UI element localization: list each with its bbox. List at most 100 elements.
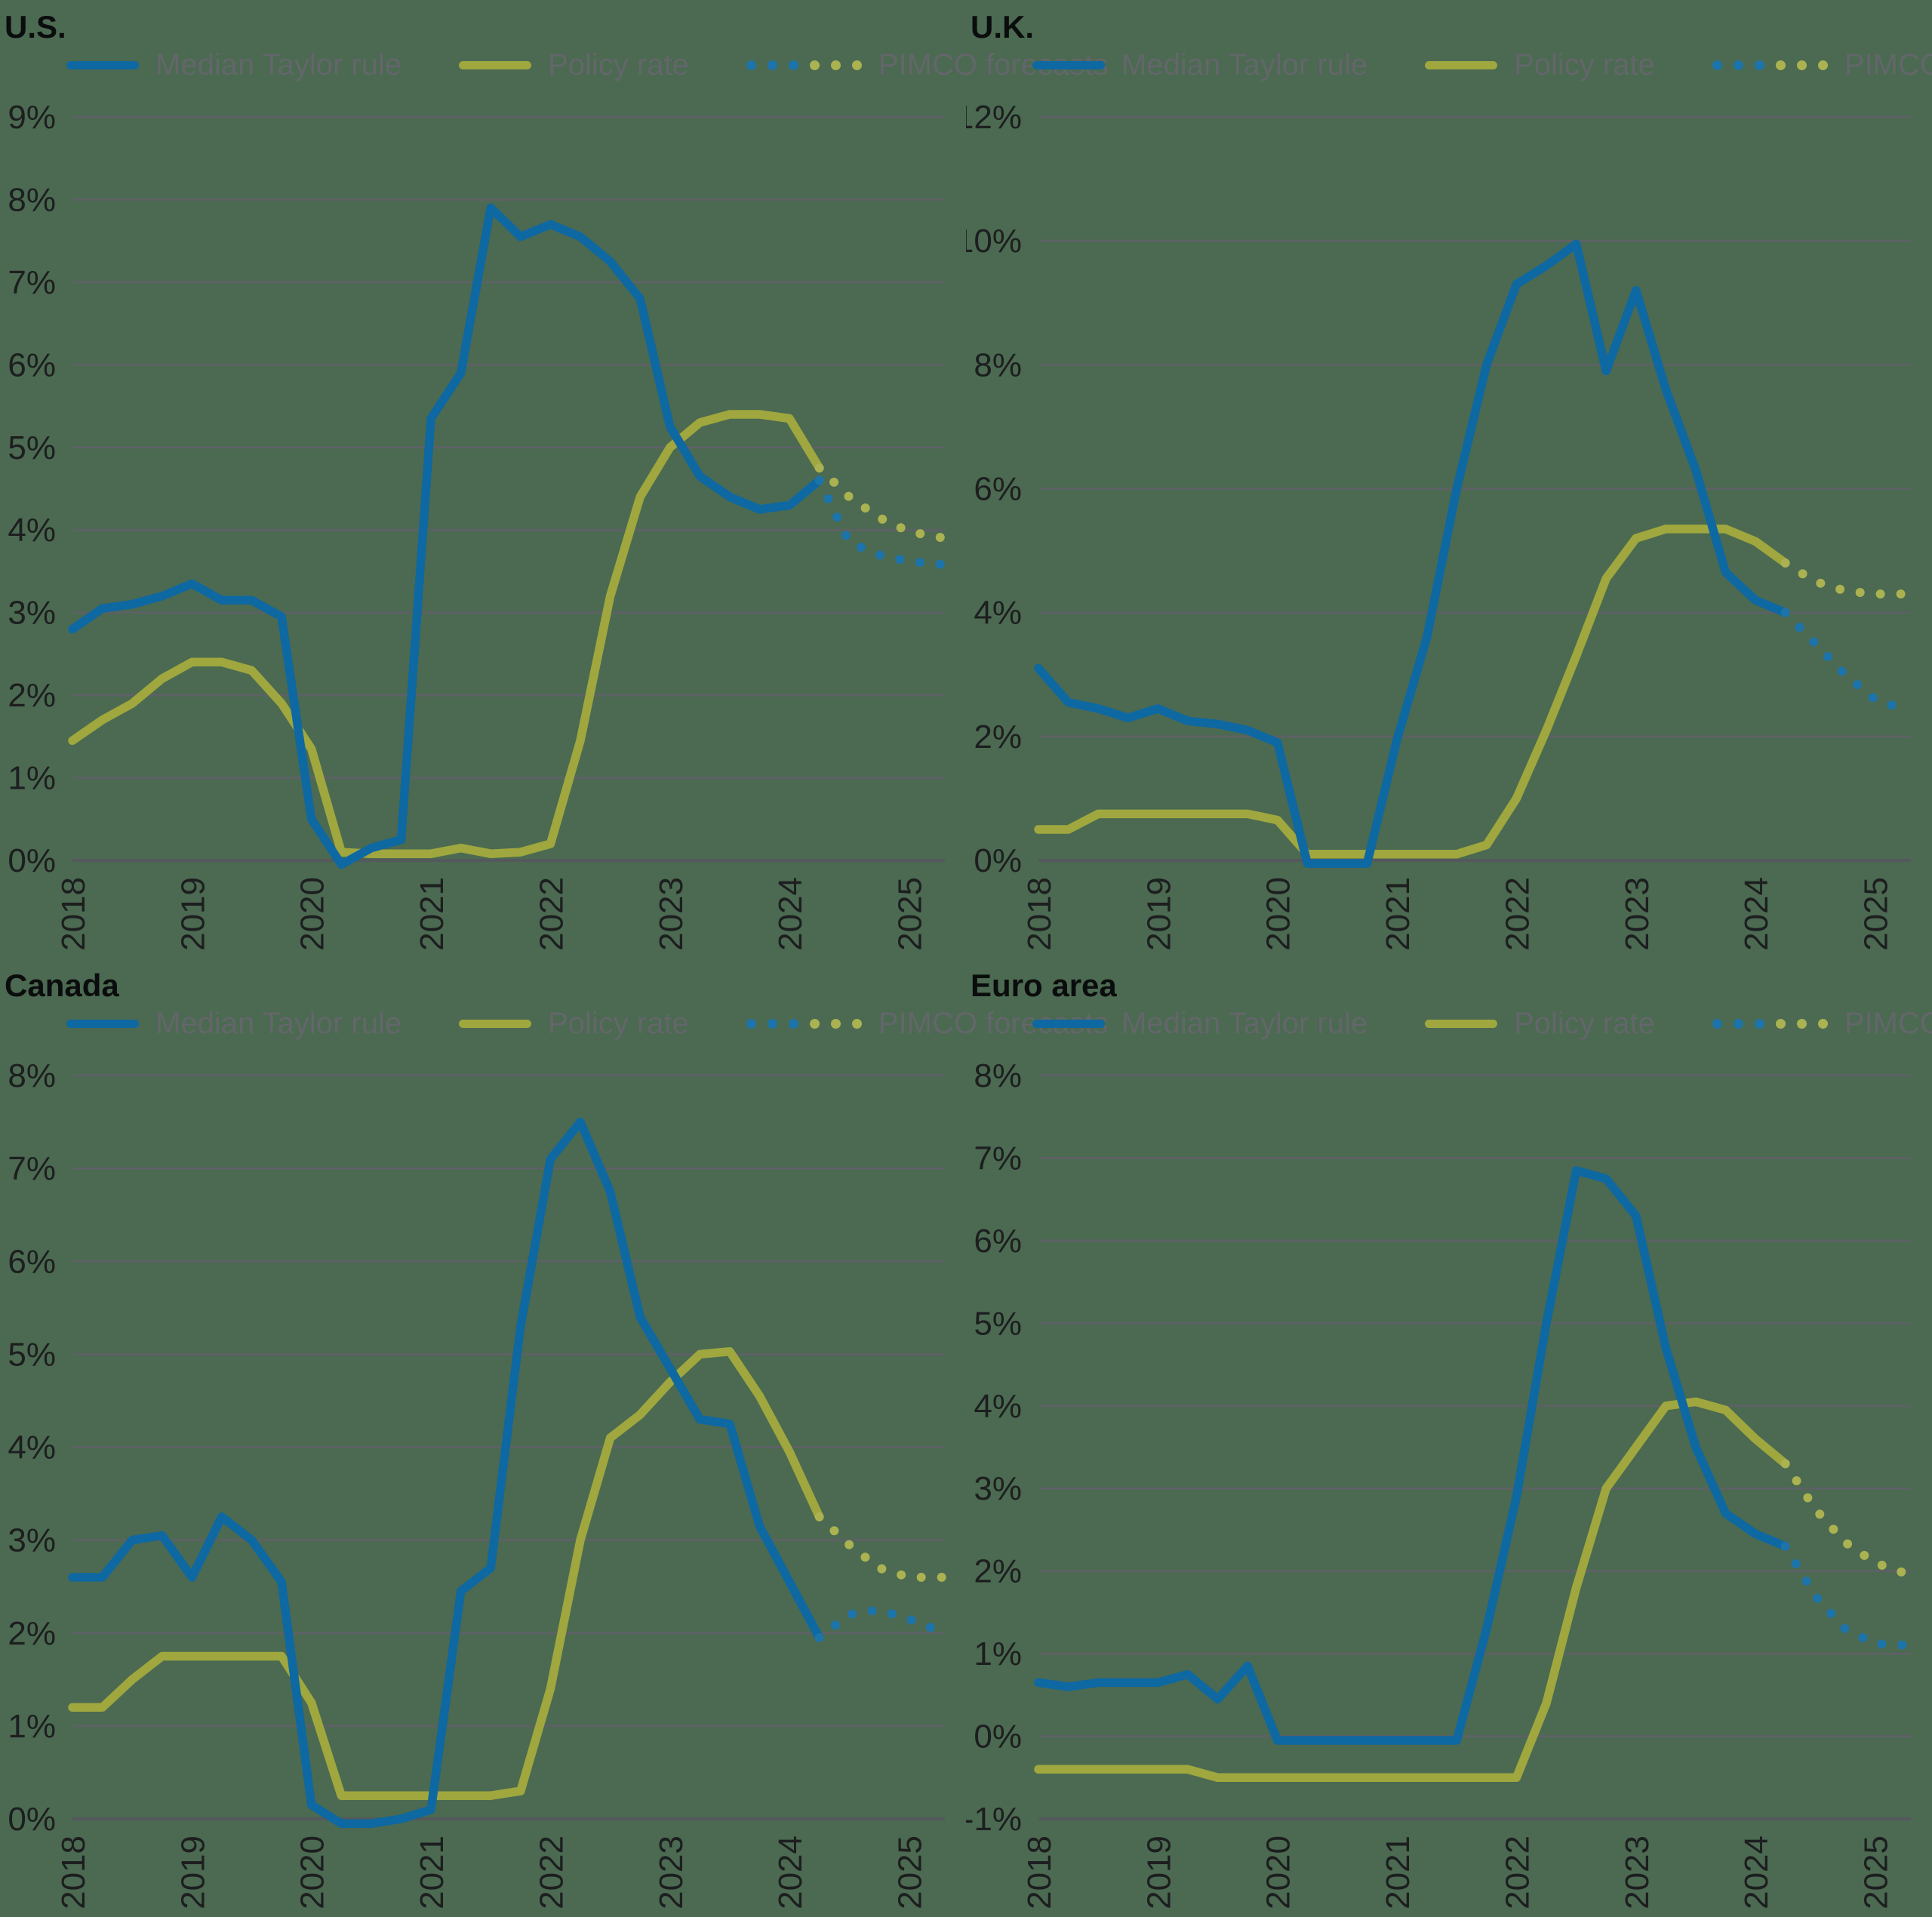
panel-uk: U.K. Median Taylor rule Policy rate PIMC…	[966, 0, 1932, 958]
uk-policy-forecast-dots	[1780, 558, 1915, 598]
euro-policy-forecast-dots	[1780, 1459, 1915, 1580]
us-xtick-2019: 2019	[174, 877, 211, 951]
uk-taylor-rule-line	[1034, 239, 1790, 868]
us-xtick-2022: 2022	[533, 877, 570, 951]
legend-item-policy: Policy rate	[1425, 1007, 1655, 1041]
canada-ytick: 8%	[8, 1057, 56, 1094]
us-xtick-2020: 2020	[294, 877, 331, 951]
uk-xtick-2019: 2019	[1140, 877, 1177, 951]
canada-ytick: 5%	[8, 1336, 56, 1373]
us-ytick: 5%	[8, 429, 56, 466]
canada-ytick: 7%	[8, 1150, 56, 1187]
uk-ytick: 0%	[974, 842, 1022, 879]
us-ytick: 7%	[8, 264, 56, 301]
us-xtick-2021: 2021	[414, 877, 451, 951]
us-ytick: 4%	[8, 512, 56, 549]
taylor-line-swatch	[66, 1020, 139, 1028]
canada-taylor-rule-line	[68, 1117, 824, 1828]
forecast-dots-swatch	[746, 1019, 862, 1029]
legend-label-policy: Policy rate	[1514, 1007, 1655, 1040]
uk-policy-rate-line	[1034, 525, 1790, 859]
panel-us: U.S. Median Taylor rule Policy rate PIMC…	[0, 0, 1108, 958]
forecast-dots-swatch	[1712, 60, 1828, 70]
legend-label-policy: Policy rate	[1514, 48, 1655, 82]
euro-xtick-2021: 2021	[1380, 1835, 1417, 1909]
policy-line-swatch	[1425, 61, 1498, 69]
euro-chart: 8% 7% 6% 5% 4% 3% 2% 1% 0% -1%2018 2019 2020 2021 202…	[966, 1057, 1915, 1909]
policy-line-swatch	[1425, 1020, 1498, 1028]
canada-ytick: 0%	[8, 1801, 56, 1838]
us-taylor-forecast-dots	[814, 475, 949, 570]
euro-ytick: 2%	[974, 1553, 1022, 1590]
legend-label-policy: Policy rate	[548, 1007, 689, 1040]
us-ytick: 0%	[8, 842, 56, 879]
euro-xtick-2019: 2019	[1140, 1835, 1177, 1909]
us-ytick: 2%	[8, 677, 56, 714]
uk-xtick-2020: 2020	[1260, 877, 1297, 951]
canada-policy-rate-line	[68, 1346, 824, 1800]
us-chart: 9% 8% 7% 6% 5% 4% 3% 2% 1% 0%2018 2019 2020 2021 2022…	[8, 99, 949, 951]
euro-ytick: 4%	[974, 1388, 1022, 1425]
legend-uk: Median Taylor rule Policy rate PIMCO for…	[1032, 48, 1932, 82]
us-taylor-rule-line	[68, 203, 824, 869]
canada-xtick-2021: 2021	[414, 1835, 451, 1909]
euro-xtick-2022: 2022	[1499, 1835, 1536, 1909]
canada-xtick-2024: 2024	[772, 1835, 809, 1909]
euro-ytick: 6%	[974, 1223, 1022, 1260]
panel-title-us: U.S.	[5, 9, 66, 45]
panel-title-canada: Canada	[5, 968, 119, 1003]
canada-ytick: 1%	[8, 1708, 56, 1745]
legend-item-policy: Policy rate	[459, 48, 689, 82]
us-xtick-2024: 2024	[772, 877, 809, 951]
legend-item-forecast: PIMCO forecasts	[746, 48, 1108, 82]
euro-ytick: 7%	[974, 1140, 1022, 1177]
euro-ytick: 0%	[974, 1719, 1022, 1755]
canada-xtick-2019: 2019	[174, 1835, 211, 1909]
legend-euro: Median Taylor rule Policy rate PIMCO for…	[1032, 1007, 1932, 1041]
legend-label-taylor: Median Taylor rule	[1121, 48, 1368, 82]
canada-policy-forecast-dots	[814, 1512, 949, 1582]
uk-xtick-2022: 2022	[1499, 877, 1536, 951]
legend-label-taylor: Median Taylor rule	[1121, 1007, 1368, 1040]
us-policy-rate-line	[68, 410, 824, 858]
canada-xtick-2020: 2020	[294, 1835, 331, 1909]
euro-xtick-2018: 2018	[1021, 1835, 1058, 1909]
canada-ytick: 4%	[8, 1429, 56, 1466]
euro-xtick-2020: 2020	[1260, 1835, 1297, 1909]
legend-item-policy: Policy rate	[459, 1007, 689, 1041]
legend-item-taylor: Median Taylor rule	[66, 1007, 401, 1041]
taylor-line-swatch	[66, 61, 139, 69]
us-xtick-2023: 2023	[653, 877, 690, 951]
policy-line-swatch	[459, 61, 532, 69]
panel-title-uk: U.K.	[971, 9, 1034, 45]
euro-xtick-2023: 2023	[1619, 1835, 1656, 1909]
euro-taylor-forecast-dots	[1780, 1541, 1915, 1651]
forecast-dots-swatch	[1712, 1019, 1828, 1029]
euro-xtick-2025: 2025	[1857, 1835, 1894, 1909]
us-policy-forecast-dots	[814, 463, 949, 543]
canada-chart: 8% 7% 6% 5% 4% 3% 2% 1% 0%2018 2019 2020 2021 2022 20…	[8, 1057, 949, 1909]
us-ytick: 1%	[8, 760, 56, 797]
uk-xtick-2021: 2021	[1380, 877, 1417, 951]
panel-canada: Canada Median Taylor rule Policy rate PI…	[0, 958, 1108, 1917]
us-ytick: 8%	[8, 181, 56, 218]
taylor-line-swatch	[1032, 61, 1105, 69]
euro-ytick: 1%	[974, 1635, 1022, 1672]
us-ytick: 9%	[8, 99, 56, 136]
legend-us: Median Taylor rule Policy rate PIMCO for…	[66, 48, 1108, 82]
canada-ytick: 3%	[8, 1522, 56, 1559]
legend-item-taylor: Median Taylor rule	[1032, 48, 1367, 82]
legend-label-policy: Policy rate	[548, 48, 689, 82]
uk-chart: 12% 10% 8% 6% 4% 2% 0%2018 2019 2020 2021 2022 2023…	[966, 99, 1915, 951]
euro-policy-rate-line	[1034, 1397, 1790, 1783]
uk-xtick-2024: 2024	[1738, 877, 1775, 951]
uk-ytick: 6%	[974, 471, 1022, 508]
uk-xtick-2025: 2025	[1857, 877, 1894, 951]
legend-label-forecast: PIMCO forecasts	[1844, 48, 1932, 82]
euro-ytick: 3%	[974, 1470, 1022, 1507]
us-xtick-2025: 2025	[891, 877, 928, 951]
euro-xtick-2024: 2024	[1738, 1835, 1775, 1909]
euro-taylor-rule-line	[1034, 1166, 1790, 1745]
canada-xtick-2025: 2025	[891, 1835, 928, 1909]
